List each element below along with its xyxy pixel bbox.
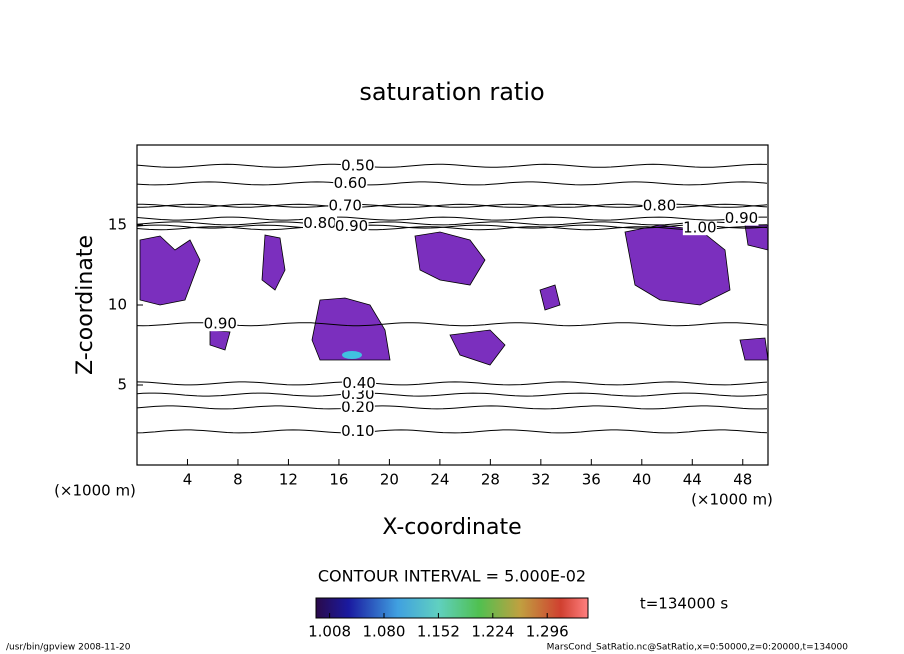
contour-label: 1.00 [683,219,716,237]
x-tick-label: 12 [279,471,298,489]
chart-title: saturation ratio [359,78,544,106]
y-unit: (×1000 m) [54,482,136,500]
contour-label-bg [724,211,759,226]
time-label: t=134000 s [640,595,728,613]
x-tick-label: 20 [380,471,399,489]
colorbar-tick-label: 1.152 [417,623,460,641]
contour-line [137,429,768,434]
contour-line [137,405,768,410]
contour-label: 0.90 [204,315,237,333]
x-tick-label: 28 [481,471,500,489]
plot-frame [136,144,769,466]
x-tick-label: 36 [582,471,601,489]
contour-label: 0.40 [342,374,375,392]
x-tick-label: 4 [183,471,193,489]
contour-line [137,226,768,231]
contour-label-bg [302,216,337,231]
y-tick-label: 10 [108,296,127,314]
contour-line [137,181,768,186]
contour-label: 0.80 [643,196,676,214]
footer-right: MarsCond_SatRatio.nc@SatRatio,x=0:50000,… [547,643,849,653]
x-tick-label: 32 [531,471,550,489]
contour-label: 0.50 [341,156,374,174]
contour-label: 0.90 [335,217,368,235]
y-axis-label: Z-coordinate [73,235,98,375]
contour-label-bg [682,221,717,236]
x-unit: (×1000 m) [691,491,773,509]
y-tick-label: 15 [108,216,127,234]
colorbar-tick-label: 1.008 [308,623,351,641]
contour-line [137,163,768,168]
max-region [342,351,362,359]
x-tick-label: 40 [632,471,651,489]
contour-label-bg [642,198,677,213]
contour-line [137,224,768,229]
x-tick-label: 24 [430,471,449,489]
contour-label-bg [342,376,377,391]
contour-label-bg [340,387,375,402]
colorbar-tick-label: 1.296 [526,623,569,641]
contour-line [137,221,768,226]
contour-label-bg [333,176,368,191]
contour-label-bg [334,219,369,234]
contour-interval: CONTOUR INTERVAL = 5.000E-02 [318,567,586,586]
contour-label-bg [203,317,238,332]
x-tick-label: 16 [329,471,348,489]
contour-line [137,392,768,397]
contour-label: 0.60 [334,174,367,192]
contour-line [137,216,767,221]
contour-line [137,381,768,386]
x-tick-label: 48 [733,471,752,489]
colorbar-tick-label: 1.080 [363,623,406,641]
contour-label: 0.90 [725,209,758,227]
footer-left: /usr/bin/gpview 2008-11-20 [6,643,131,653]
colorbar-tick-label: 1.224 [471,623,514,641]
contour-line [137,322,768,327]
x-axis-label: X-coordinate [382,515,521,540]
supersaturated-region [139,224,768,366]
x-tick-label: 8 [233,471,243,489]
contour-label: 0.80 [303,214,336,232]
contour-label-bg [340,424,375,439]
contour-label: 0.20 [341,398,374,416]
contour-label: 0.70 [329,196,362,214]
contour-label-bg [328,198,363,213]
contour-label: 0.10 [341,422,374,440]
contour-label-bg [340,158,375,173]
contour-label-bg [340,400,375,415]
x-tick-label: 44 [683,471,702,489]
y-tick-label: 5 [117,376,127,394]
plot-area: 0.100.200.300.400.500.600.700.800.900.80… [137,156,768,440]
